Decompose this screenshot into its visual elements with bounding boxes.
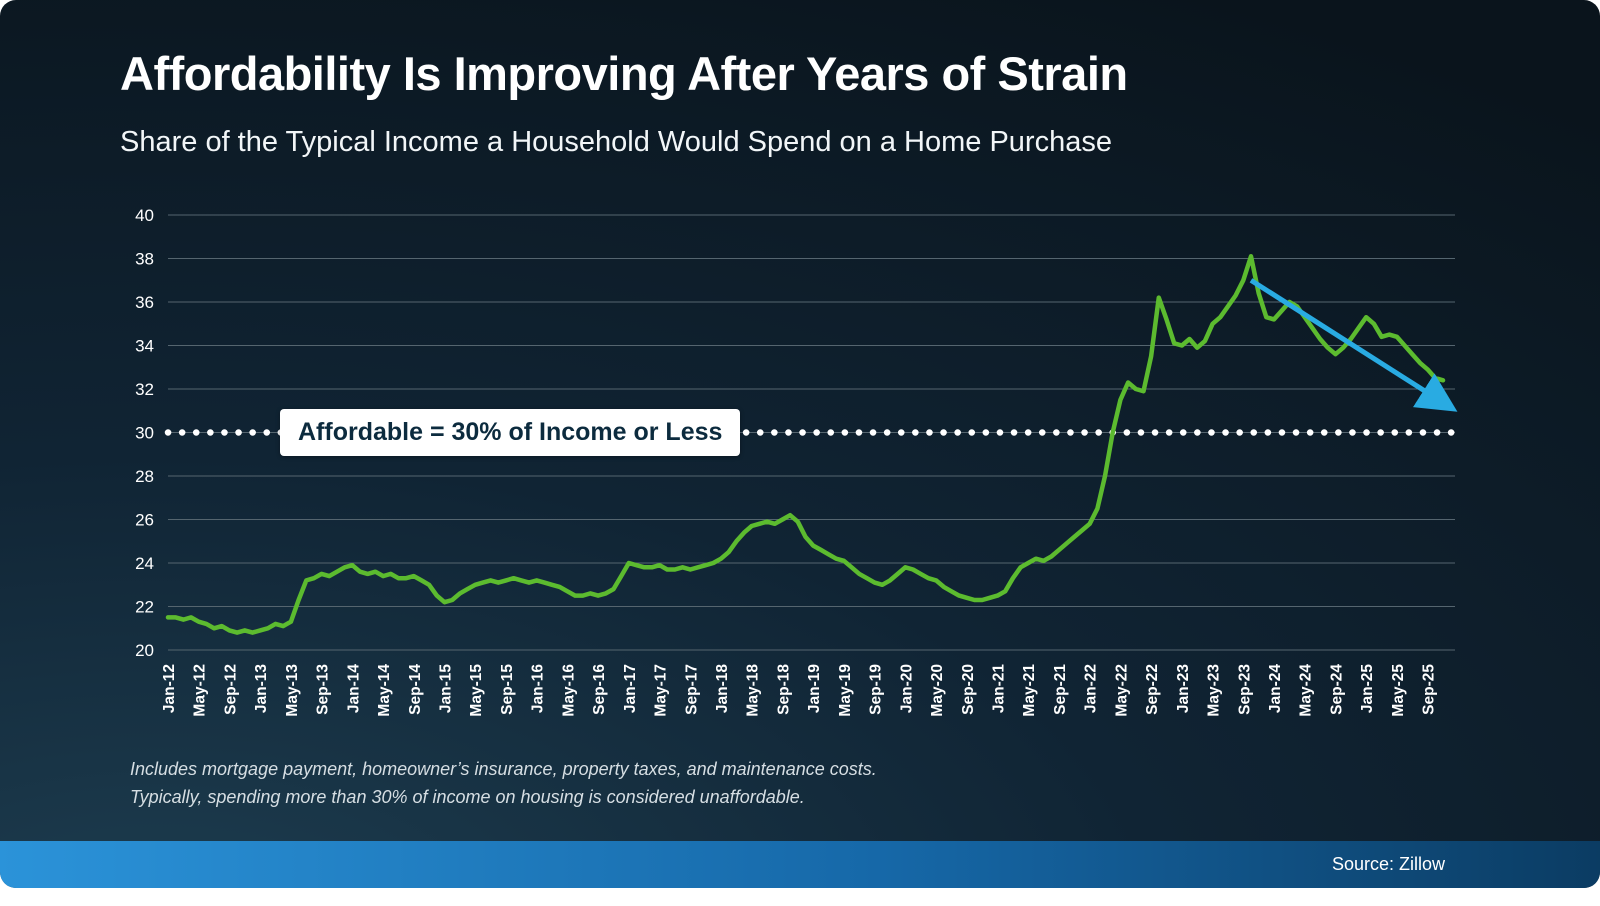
svg-text:May-18: May-18	[745, 664, 762, 717]
page-title: Affordability Is Improving After Years o…	[120, 47, 1128, 100]
svg-text:Jan-23: Jan-23	[1175, 664, 1192, 713]
svg-text:Jan-14: Jan-14	[345, 664, 362, 713]
svg-text:Sep-12: Sep-12	[222, 664, 239, 715]
svg-text:Jan-25: Jan-25	[1359, 664, 1376, 713]
svg-text:May-15: May-15	[468, 664, 485, 717]
svg-text:May-12: May-12	[192, 664, 209, 717]
svg-text:Sep-21: Sep-21	[1052, 664, 1069, 715]
svg-text:Jan-17: Jan-17	[622, 664, 639, 713]
svg-text:Sep-15: Sep-15	[499, 664, 516, 715]
svg-text:38: 38	[135, 250, 154, 269]
svg-text:30: 30	[135, 424, 154, 443]
svg-text:May-13: May-13	[284, 664, 301, 717]
svg-text:Sep-19: Sep-19	[868, 664, 885, 715]
svg-text:34: 34	[135, 337, 154, 356]
svg-text:28: 28	[135, 467, 154, 486]
source-label: Source: Zillow	[1331, 854, 1445, 874]
svg-text:May-25: May-25	[1390, 664, 1407, 717]
svg-text:Sep-13: Sep-13	[315, 664, 332, 715]
svg-text:May-20: May-20	[929, 664, 946, 717]
svg-text:Sep-25: Sep-25	[1421, 664, 1438, 715]
svg-text:Jan-16: Jan-16	[530, 664, 547, 713]
svg-text:May-21: May-21	[1021, 664, 1038, 717]
svg-text:Jan-20: Jan-20	[898, 664, 915, 713]
svg-text:Sep-22: Sep-22	[1144, 664, 1161, 715]
svg-text:Jan-13: Jan-13	[253, 664, 270, 713]
threshold-label-text: Affordable = 30% of Income or Less	[298, 417, 723, 446]
svg-text:May-16: May-16	[560, 664, 577, 717]
affordability-threshold-label: Affordable = 30% of Income or Less	[280, 408, 741, 456]
svg-text:Jan-21: Jan-21	[991, 664, 1008, 713]
svg-text:Jan-15: Jan-15	[438, 664, 455, 713]
svg-text:24: 24	[135, 554, 154, 573]
svg-text:May-22: May-22	[1113, 664, 1130, 717]
svg-text:May-24: May-24	[1298, 664, 1315, 717]
svg-text:May-23: May-23	[1206, 664, 1223, 717]
svg-text:May-14: May-14	[376, 664, 393, 717]
svg-text:Sep-16: Sep-16	[591, 664, 608, 715]
footnote: Includes mortgage payment, homeowner’s i…	[130, 756, 877, 812]
svg-text:Sep-24: Sep-24	[1328, 664, 1345, 715]
svg-text:40: 40	[135, 206, 154, 225]
svg-text:May-17: May-17	[653, 664, 670, 717]
svg-text:Sep-23: Sep-23	[1236, 664, 1253, 715]
svg-text:Jan-22: Jan-22	[1083, 664, 1100, 713]
svg-text:Sep-20: Sep-20	[960, 664, 977, 715]
svg-text:Sep-17: Sep-17	[683, 664, 700, 715]
svg-text:20: 20	[135, 641, 154, 660]
svg-text:32: 32	[135, 380, 154, 399]
page-subtitle: Share of the Typical Income a Household …	[120, 126, 1112, 158]
footnote-line-1: Includes mortgage payment, homeowner’s i…	[130, 759, 877, 779]
svg-text:Jan-18: Jan-18	[714, 664, 731, 713]
svg-text:22: 22	[135, 598, 154, 617]
svg-text:36: 36	[135, 293, 154, 312]
footnote-line-2: Typically, spending more than 30% of inc…	[130, 786, 805, 807]
svg-text:Jan-24: Jan-24	[1267, 664, 1284, 713]
svg-text:Sep-18: Sep-18	[775, 664, 792, 715]
source-bar: Source: Zillow	[0, 841, 1600, 888]
chart-area: 20 22 24 26 28 30 32 34 36 38 40 Jan-12 May-12 Sep-12…	[110, 195, 1460, 761]
svg-text:Jan-19: Jan-19	[806, 664, 823, 713]
svg-text:May-19: May-19	[837, 664, 854, 717]
svg-text:Sep-14: Sep-14	[407, 664, 424, 715]
affordability-line-chart: 20 22 24 26 28 30 32 34 36 38 40 Jan-12 May-12 Sep-12…	[135, 206, 1458, 717]
svg-text:26: 26	[135, 511, 154, 530]
svg-text:Jan-12: Jan-12	[161, 664, 178, 713]
